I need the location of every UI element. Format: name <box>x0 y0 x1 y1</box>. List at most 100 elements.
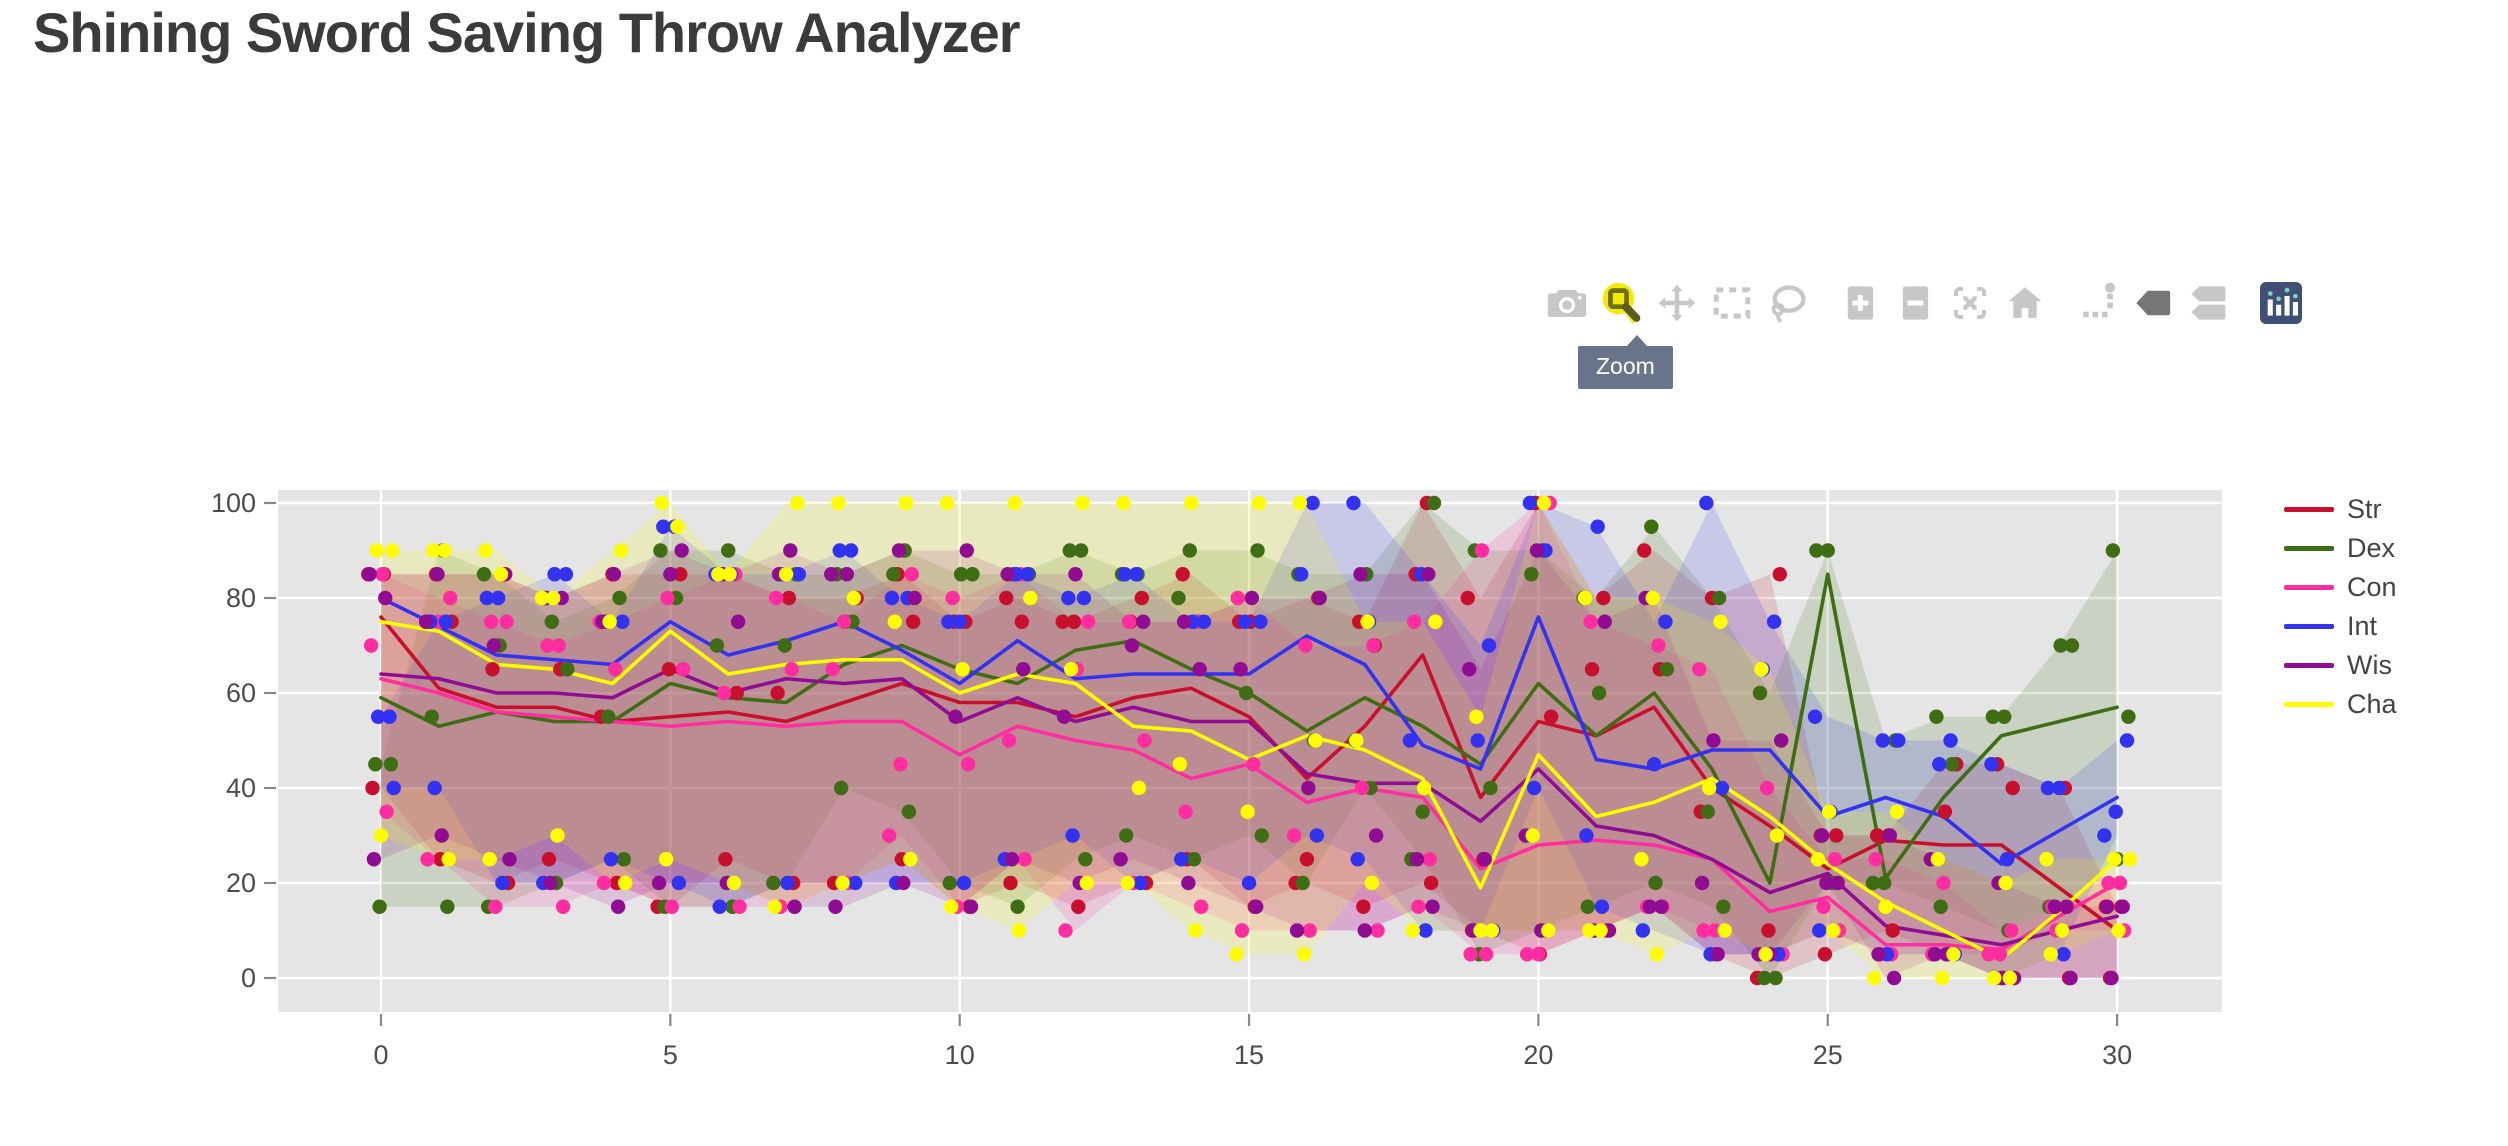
roll-dot[interactable] <box>1368 828 1384 843</box>
roll-dot[interactable] <box>1411 899 1426 914</box>
roll-dot[interactable] <box>1192 662 1207 677</box>
roll-dot[interactable] <box>1065 828 1080 843</box>
roll-dot[interactable] <box>1694 875 1710 891</box>
roll-dot[interactable] <box>1234 923 1250 938</box>
roll-dot[interactable] <box>1178 804 1193 819</box>
roll-dot[interactable] <box>1182 543 1197 558</box>
roll-dot[interactable] <box>956 875 972 891</box>
roll-dot[interactable] <box>616 852 631 867</box>
roll-dot[interactable] <box>610 899 626 914</box>
roll-dot[interactable] <box>1692 662 1707 677</box>
roll-dot[interactable] <box>1295 875 1310 891</box>
roll-dot[interactable] <box>2005 780 2020 796</box>
roll-dot[interactable] <box>960 757 976 772</box>
roll-dot[interactable] <box>824 567 839 582</box>
roll-dot[interactable] <box>615 614 630 629</box>
roll-dot[interactable] <box>613 543 629 558</box>
roll-dot[interactable] <box>365 780 380 796</box>
zoom-out-button[interactable] <box>1892 280 1938 326</box>
roll-dot[interactable] <box>670 519 685 534</box>
roll-dot[interactable] <box>835 875 850 891</box>
roll-dot[interactable] <box>2054 923 2070 938</box>
roll-dot[interactable] <box>948 709 963 724</box>
roll-dot[interactable] <box>1302 923 1317 938</box>
roll-dot[interactable] <box>385 543 400 558</box>
roll-dot[interactable] <box>1061 590 1076 606</box>
roll-dot[interactable] <box>1016 662 1031 677</box>
roll-dot[interactable] <box>490 590 506 606</box>
roll-dot[interactable] <box>726 875 742 891</box>
roll-dot[interactable] <box>1186 852 1202 867</box>
roll-dot[interactable] <box>1477 852 1492 867</box>
roll-dot[interactable] <box>1421 567 1436 582</box>
roll-dot[interactable] <box>1868 852 1883 867</box>
roll-dot[interactable] <box>2052 780 2067 796</box>
roll-dot[interactable] <box>1985 709 2001 724</box>
roll-dot[interactable] <box>653 543 668 558</box>
roll-dot[interactable] <box>1706 733 1721 748</box>
roll-dot[interactable] <box>1711 590 1727 606</box>
roll-dot[interactable] <box>1000 567 1015 582</box>
roll-dot[interactable] <box>1478 947 1494 962</box>
roll-dot[interactable] <box>1357 923 1372 938</box>
roll-dot[interactable] <box>382 709 397 724</box>
roll-dot[interactable] <box>784 662 799 677</box>
roll-dot[interactable] <box>2104 970 2119 986</box>
roll-dot[interactable] <box>493 567 509 582</box>
roll-dot[interactable] <box>558 567 574 582</box>
roll-dot[interactable] <box>1116 495 1131 511</box>
roll-dot[interactable] <box>1827 852 1843 867</box>
roll-dot[interactable] <box>1172 757 1188 772</box>
roll-dot[interactable] <box>965 567 980 582</box>
roll-dot[interactable] <box>905 614 921 629</box>
roll-dot[interactable] <box>1289 923 1305 938</box>
roll-dot[interactable] <box>2040 780 2056 796</box>
roll-dot[interactable] <box>541 852 557 867</box>
roll-dot[interactable] <box>1699 495 1714 511</box>
roll-dot[interactable] <box>1654 899 1669 914</box>
roll-dot[interactable] <box>1593 923 1608 938</box>
roll-dot[interactable] <box>1131 780 1147 796</box>
roll-dot[interactable] <box>441 852 456 867</box>
roll-dot[interactable] <box>1415 804 1430 819</box>
roll-dot[interactable] <box>1826 923 1841 938</box>
roll-dot[interactable] <box>1768 970 1783 986</box>
roll-dot[interactable] <box>656 519 671 534</box>
roll-dot[interactable] <box>1869 828 1885 843</box>
legend-item-wis[interactable]: Wis <box>2284 646 2397 685</box>
roll-dot[interactable] <box>550 828 565 843</box>
roll-dot[interactable] <box>1821 804 1837 819</box>
roll-dot[interactable] <box>1079 875 1094 891</box>
roll-dot[interactable] <box>1298 638 1313 653</box>
roll-dot[interactable] <box>606 567 622 582</box>
roll-dot[interactable] <box>1875 733 1890 748</box>
roll-dot[interactable] <box>1999 852 2015 867</box>
roll-dot[interactable] <box>1937 804 1953 819</box>
roll-dot[interactable] <box>2105 543 2121 558</box>
roll-dot[interactable] <box>1121 614 1137 629</box>
roll-dot[interactable] <box>2119 733 2135 748</box>
roll-dot[interactable] <box>839 567 854 582</box>
roll-dot[interactable] <box>654 495 670 511</box>
roll-dot[interactable] <box>1469 709 1484 724</box>
legend-item-str[interactable]: Str <box>2284 490 2397 529</box>
pan-tool-button[interactable] <box>1654 280 1700 326</box>
roll-dot[interactable] <box>901 804 917 819</box>
roll-dot[interactable] <box>1254 828 1269 843</box>
roll-dot[interactable] <box>1428 614 1443 629</box>
roll-dot[interactable] <box>1649 947 1665 962</box>
roll-dot[interactable] <box>1253 614 1268 629</box>
zoom-tool-button[interactable] <box>1599 280 1645 326</box>
roll-dot[interactable] <box>373 828 389 843</box>
roll-dot[interactable] <box>1929 709 1944 724</box>
roll-dot[interactable] <box>1810 852 1826 867</box>
roll-dot[interactable] <box>434 828 449 843</box>
roll-dot[interactable] <box>1233 662 1248 677</box>
roll-dot[interactable] <box>721 543 736 558</box>
roll-dot[interactable] <box>1010 899 1025 914</box>
roll-dot[interactable] <box>495 875 510 891</box>
roll-dot[interactable] <box>846 590 862 606</box>
roll-dot[interactable] <box>1406 614 1422 629</box>
roll-dot[interactable] <box>2063 970 2078 986</box>
